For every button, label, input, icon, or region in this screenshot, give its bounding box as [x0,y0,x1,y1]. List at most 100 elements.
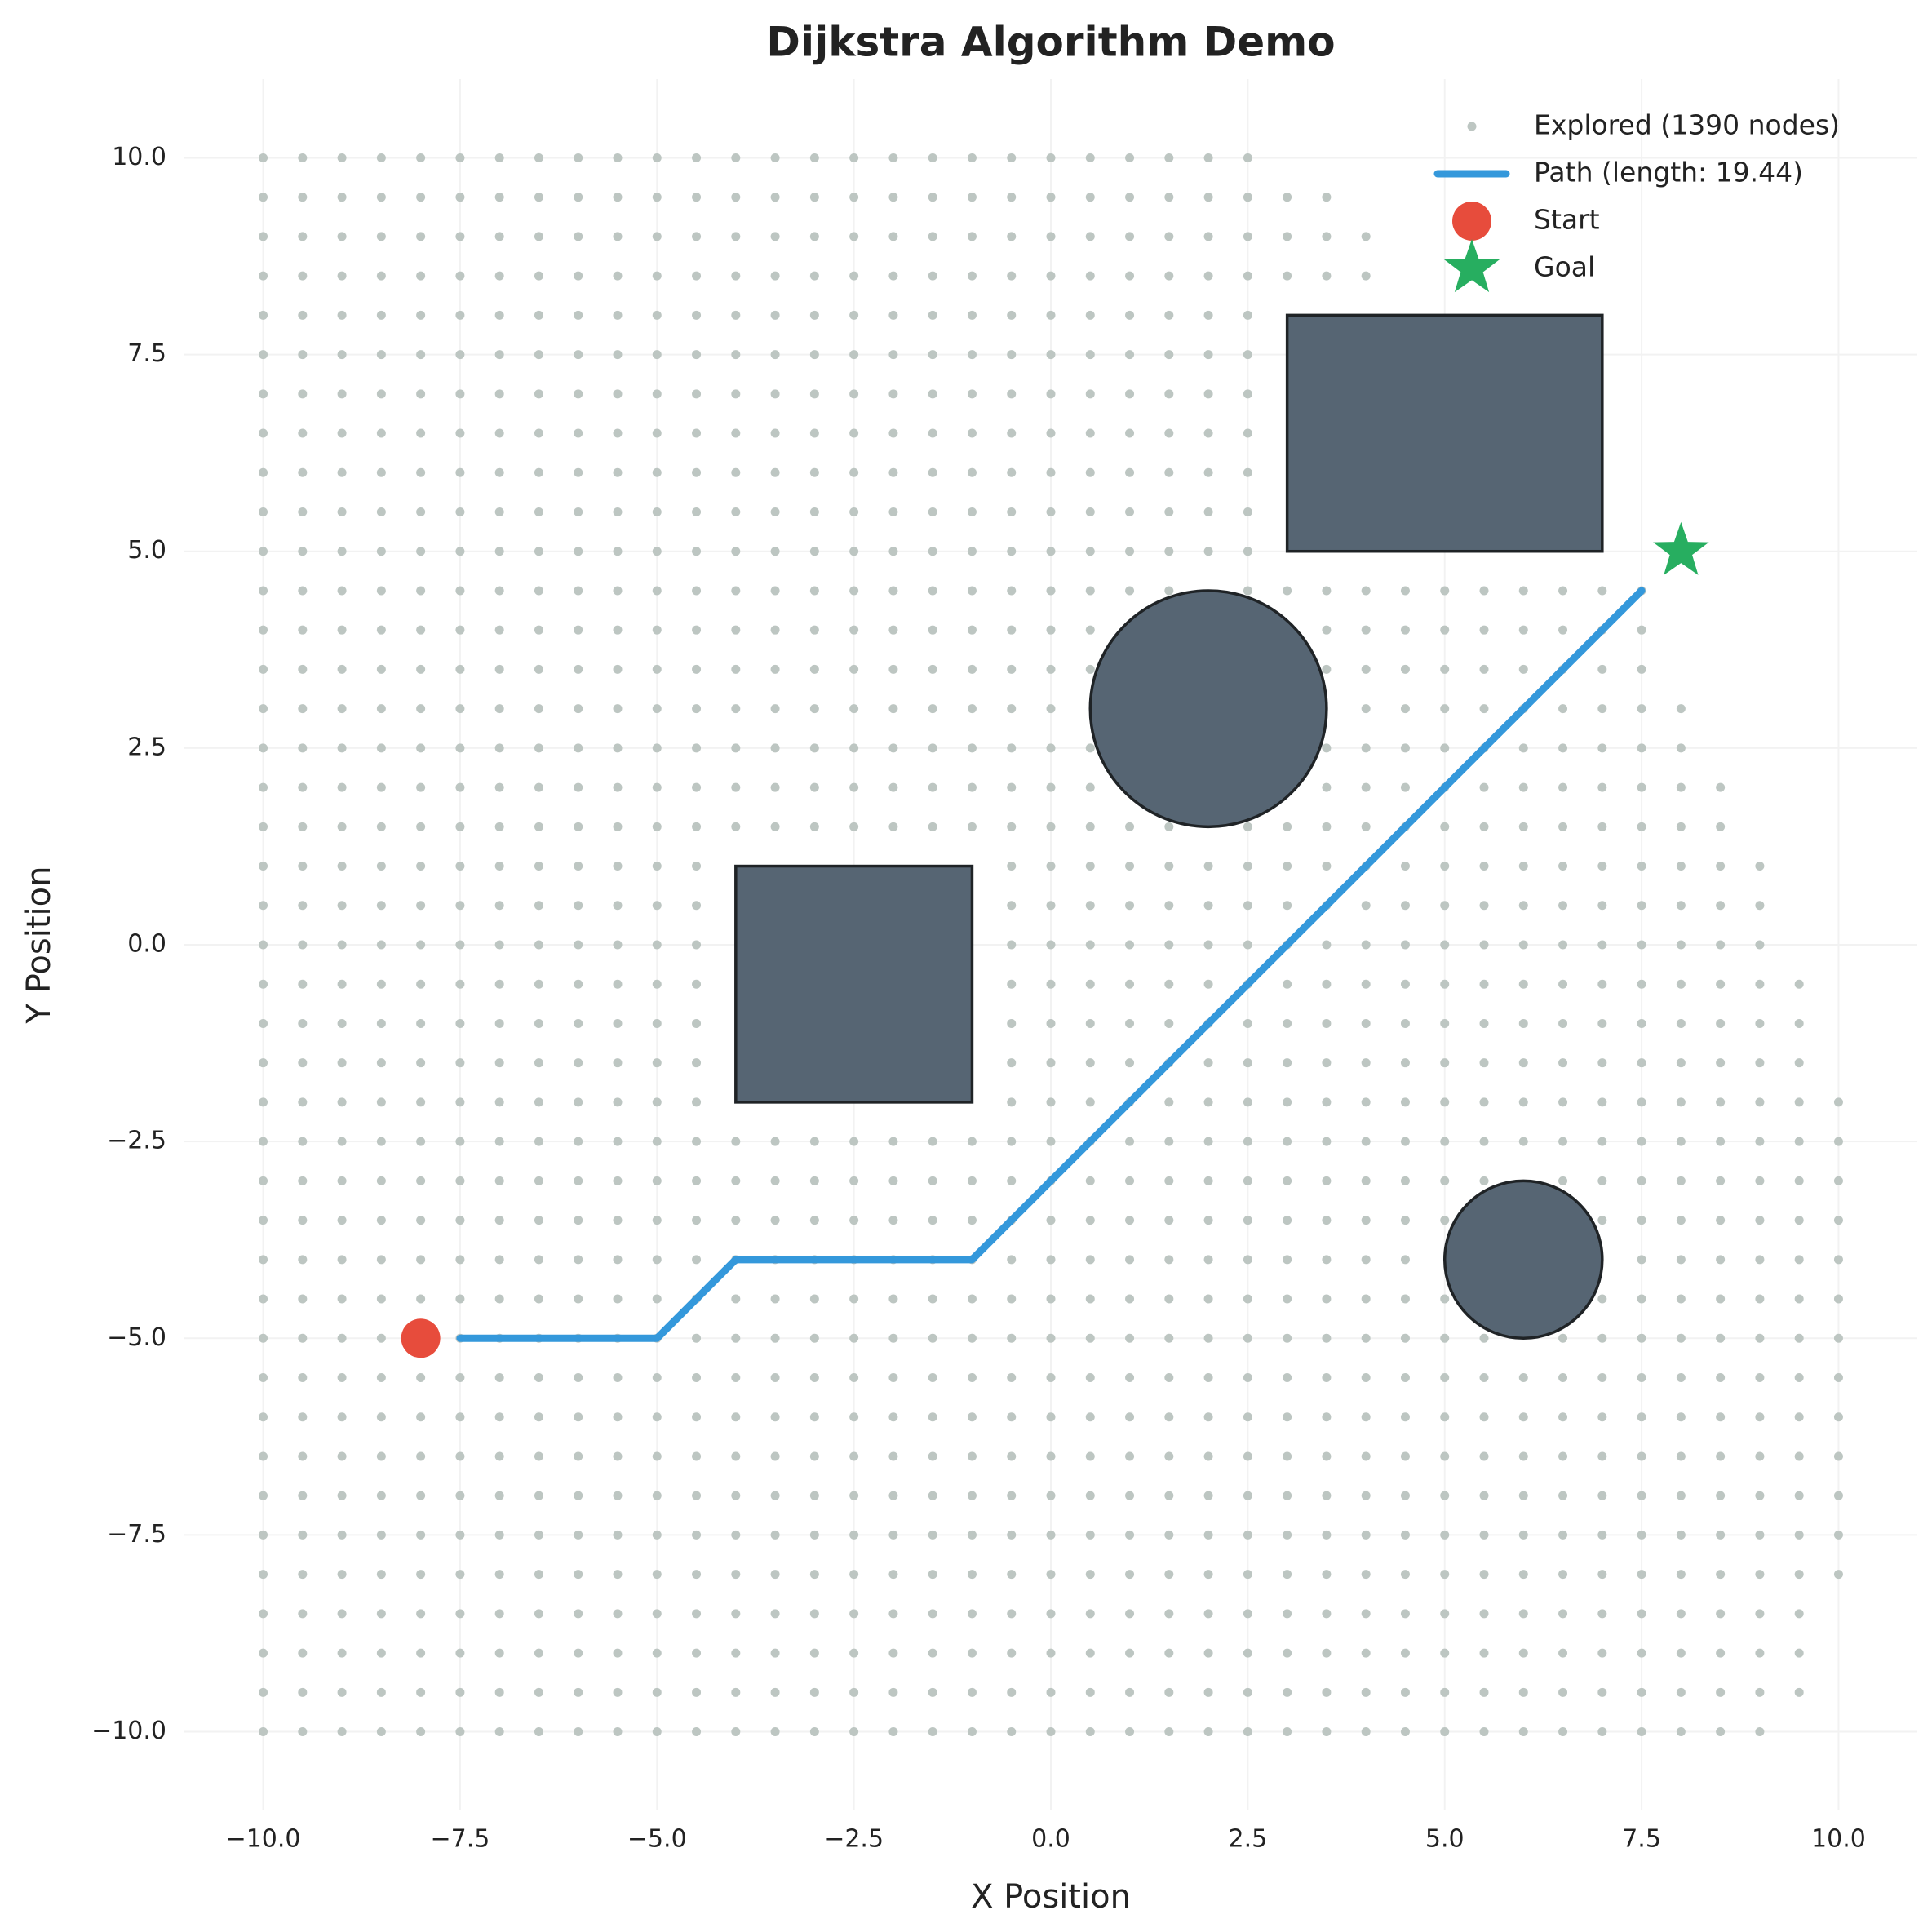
explored-node [1007,979,1017,989]
explored-node [888,625,898,635]
explored-node [1558,1491,1568,1500]
explored-node [534,625,543,635]
explored-node [574,822,583,831]
explored-node [731,743,741,753]
explored-node [731,310,741,320]
explored-node [1479,1333,1489,1343]
explored-node [1479,1058,1489,1068]
explored-node [652,389,662,399]
explored-node [337,1570,347,1580]
x-tick-label: −2.5 [824,1825,884,1854]
explored-node [1164,153,1174,162]
explored-node [1400,940,1410,950]
explored-node [1007,1373,1017,1382]
explored-node [888,1412,898,1422]
explored-node [494,901,504,911]
explored-node [494,428,504,438]
explored-node [692,1648,702,1658]
explored-node [298,704,308,714]
explored-node [1046,467,1056,477]
explored-node [1400,1491,1410,1500]
explored-node [574,1176,583,1185]
explored-node [574,232,583,242]
explored-node [1361,1097,1371,1107]
explored-node [416,1530,426,1540]
explored-node [1676,979,1686,989]
explored-node [1243,1018,1252,1028]
explored-node [888,193,898,202]
explored-node [770,1727,780,1737]
explored-node [849,428,859,438]
explored-node [1322,1570,1332,1580]
explored-node [967,1687,977,1697]
explored-node [494,704,504,714]
x-tick-label: 2.5 [1229,1825,1268,1854]
explored-node [613,467,623,477]
explored-node [613,1570,623,1580]
explored-node [416,1294,426,1304]
explored-node [928,1648,937,1658]
explored-node [494,1137,504,1146]
explored-node [613,822,623,831]
explored-node [849,271,859,281]
explored-node [1597,822,1607,831]
explored-node [1637,1294,1646,1304]
explored-node [259,979,268,989]
explored-node [534,350,543,360]
explored-node [1558,1451,1568,1461]
explored-node [692,1451,702,1461]
explored-node [455,547,465,556]
explored-node [1243,1727,1252,1737]
explored-node [1085,1255,1095,1265]
explored-node [1164,1570,1174,1580]
explored-node [1125,310,1135,320]
explored-node [1322,782,1332,792]
explored-node [928,1373,937,1382]
explored-node [1361,1412,1371,1422]
explored-node [574,1530,583,1540]
explored-node [692,586,702,596]
explored-node [494,193,504,202]
explored-node [1558,940,1568,950]
explored-node [731,1648,741,1658]
explored-node [1243,1255,1252,1265]
explored-node [337,310,347,320]
explored-node [1007,428,1017,438]
explored-node [1518,1530,1528,1540]
explored-node [1125,232,1135,242]
explored-node [534,193,543,202]
explored-node [888,310,898,320]
explored-node [1400,704,1410,714]
explored-node [259,389,268,399]
explored-node [1125,350,1135,360]
explored-node [1164,271,1174,281]
explored-node [1203,507,1213,516]
explored-node [494,1727,504,1737]
explored-node [1164,467,1174,477]
explored-node [849,1451,859,1461]
explored-node [613,704,623,714]
explored-node [692,1687,702,1697]
explored-node [652,350,662,360]
explored-node [652,467,662,477]
explored-node [455,1412,465,1422]
explored-node [692,1373,702,1382]
explored-node [1361,1451,1371,1461]
explored-node [1007,743,1017,753]
explored-node [376,310,386,320]
explored-node [1637,1609,1646,1619]
explored-node [1046,1451,1056,1461]
explored-node [534,1412,543,1422]
explored-node [1558,1530,1568,1540]
explored-node [259,1570,268,1580]
explored-node [1637,1451,1646,1461]
explored-node [337,1373,347,1382]
explored-node [259,1097,268,1107]
chart-title: Dijkstra Algorithm Demo [766,19,1335,66]
explored-node [849,389,859,399]
explored-node [770,1216,780,1225]
explored-node [494,1570,504,1580]
explored-node [455,979,465,989]
explored-node [376,743,386,753]
explored-node [652,232,662,242]
